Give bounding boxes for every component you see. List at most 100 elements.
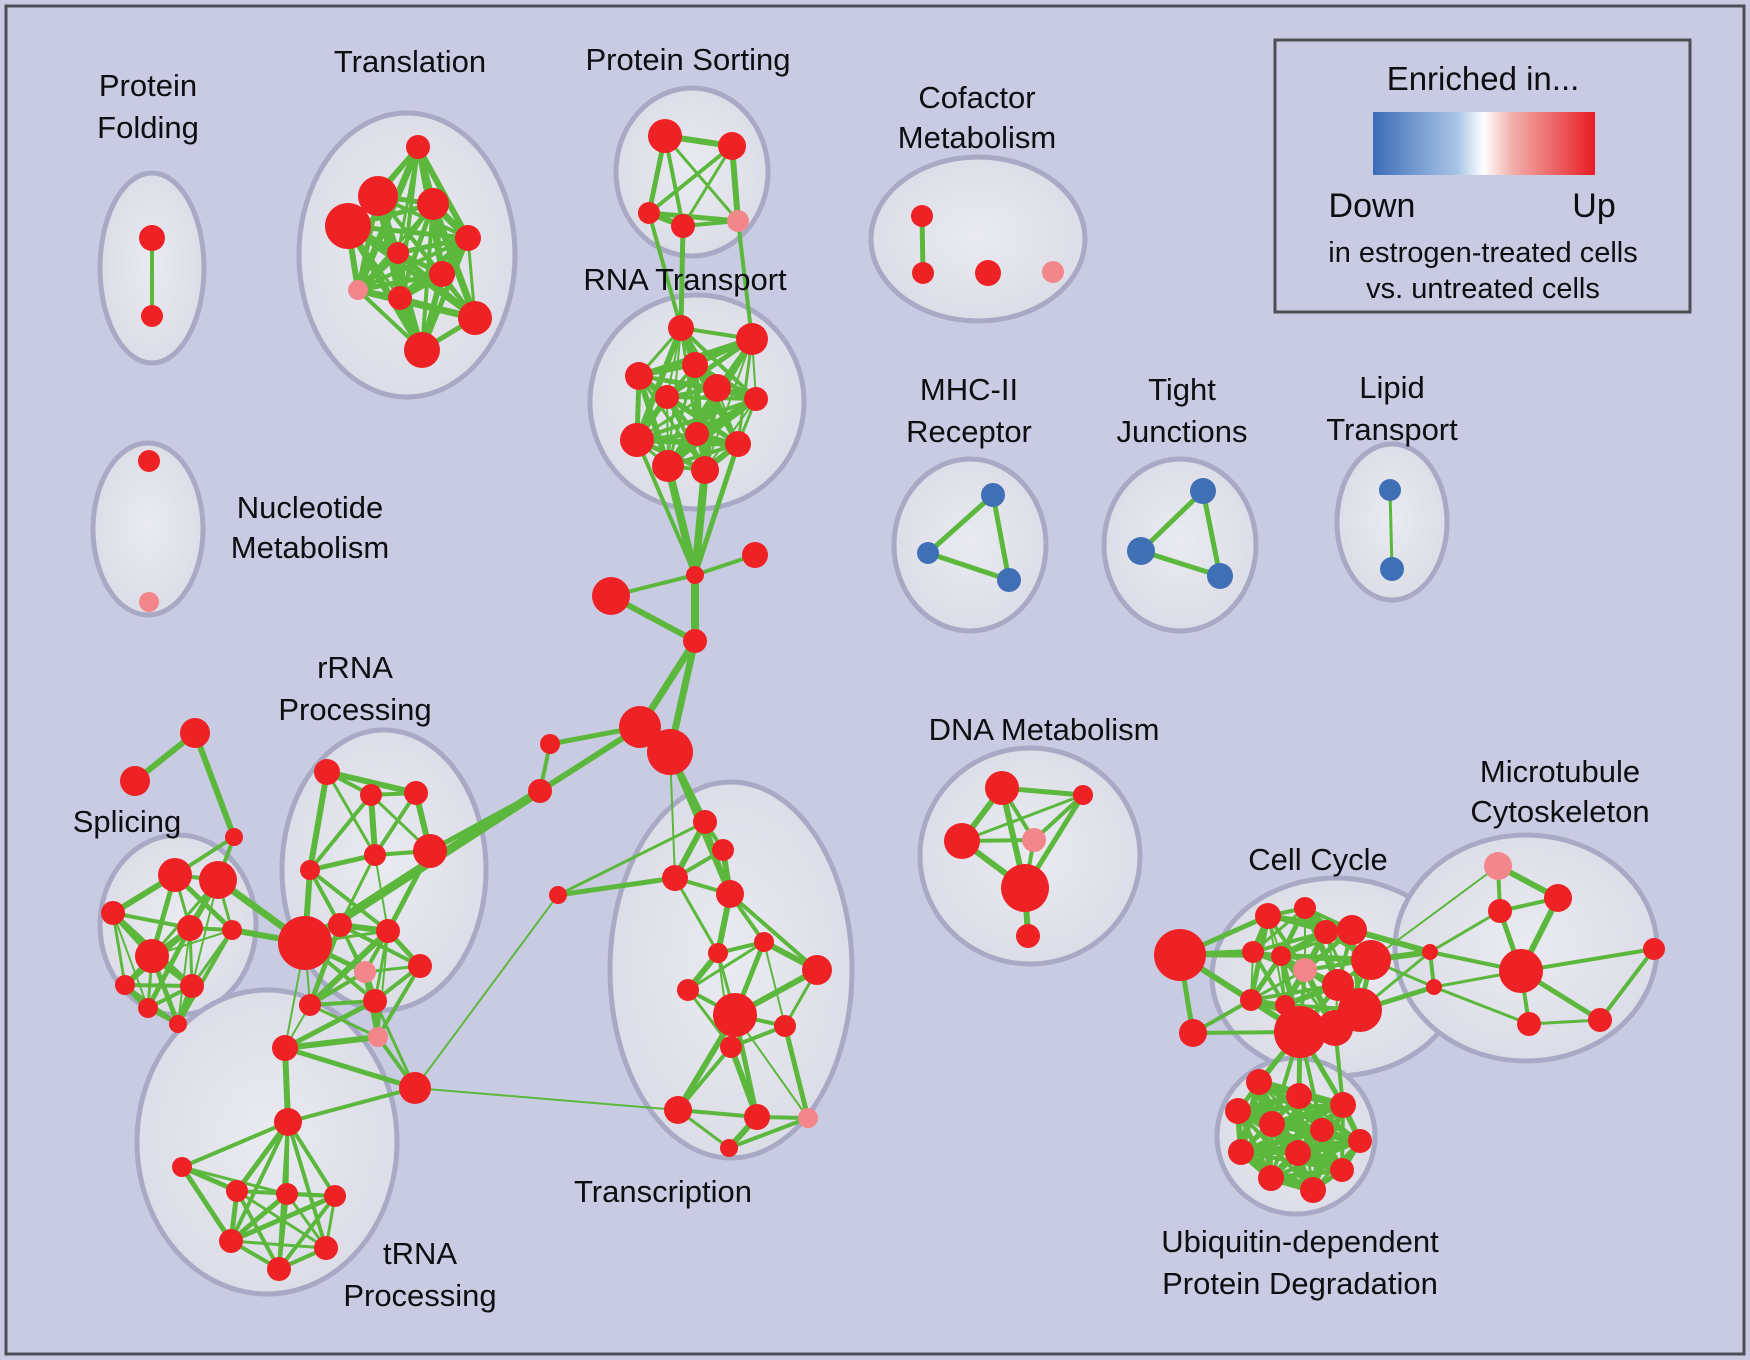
microtubule-node-5[interactable] bbox=[1588, 1008, 1612, 1032]
cell-cycle-node-3[interactable] bbox=[1314, 920, 1338, 944]
cell-cycle-node-6[interactable] bbox=[1293, 958, 1317, 982]
backbone-node-8[interactable] bbox=[549, 886, 567, 904]
ubiquitin-node-8[interactable] bbox=[1285, 1140, 1311, 1166]
transcription-node-12[interactable] bbox=[744, 1104, 770, 1130]
rna-transport-node-8[interactable] bbox=[685, 422, 709, 446]
translation-node-6[interactable] bbox=[429, 261, 455, 287]
rrna-processing-node-9[interactable] bbox=[354, 961, 376, 983]
translation-node-4[interactable] bbox=[455, 225, 481, 251]
ubiquitin-node-4[interactable] bbox=[1259, 1111, 1285, 1137]
translation-node-0[interactable] bbox=[406, 135, 430, 159]
rrna-processing-node-10[interactable] bbox=[299, 994, 321, 1016]
rrna-processing-node-11[interactable] bbox=[363, 989, 387, 1013]
ubiquitin-node-1[interactable] bbox=[1286, 1083, 1312, 1109]
rna-transport-node-0[interactable] bbox=[668, 315, 694, 341]
lipid-transport-node-0[interactable] bbox=[1379, 479, 1401, 501]
rrna-processing-node-14[interactable] bbox=[399, 1072, 431, 1104]
protein-folding-node-1[interactable] bbox=[141, 305, 163, 327]
trna-processing-node-5[interactable] bbox=[219, 1229, 243, 1253]
rrna-processing-node-0[interactable] bbox=[314, 759, 340, 785]
tight-junctions-node-1[interactable] bbox=[1127, 537, 1155, 565]
ubiquitin-node-2[interactable] bbox=[1330, 1092, 1356, 1118]
dna-metabolism-node-2[interactable] bbox=[944, 823, 980, 859]
cell-cycle-node-13[interactable] bbox=[1317, 1010, 1353, 1046]
rna-transport-node-9[interactable] bbox=[725, 431, 751, 457]
microtubule-node-3[interactable] bbox=[1499, 949, 1543, 993]
ubiquitin-node-3[interactable] bbox=[1225, 1098, 1251, 1124]
transcription-node-1[interactable] bbox=[712, 839, 734, 861]
backbone-node-6[interactable] bbox=[540, 734, 560, 754]
rrna-processing-node-1[interactable] bbox=[360, 784, 382, 806]
nucleotide-metabolism-node-1[interactable] bbox=[139, 592, 159, 612]
protein-sorting-node-3[interactable] bbox=[671, 214, 695, 238]
ubiquitin-node-0[interactable] bbox=[1246, 1069, 1272, 1095]
translation-node-9[interactable] bbox=[458, 301, 492, 335]
translation-node-7[interactable] bbox=[348, 280, 368, 300]
protein-sorting-node-0[interactable] bbox=[648, 119, 682, 153]
trna-processing-node-4[interactable] bbox=[324, 1185, 346, 1207]
rrna-processing-node-6[interactable] bbox=[328, 913, 352, 937]
rna-transport-node-6[interactable] bbox=[744, 387, 768, 411]
cc-satellites-node-0[interactable] bbox=[1154, 929, 1206, 981]
mhc-receptor-node-1[interactable] bbox=[917, 542, 939, 564]
transcription-node-7[interactable] bbox=[677, 979, 699, 1001]
trna-processing-node-2[interactable] bbox=[226, 1180, 248, 1202]
mhc-receptor-node-0[interactable] bbox=[981, 483, 1005, 507]
rna-transport-node-3[interactable] bbox=[625, 362, 653, 390]
splicing-node-9[interactable] bbox=[222, 920, 242, 940]
rrna-processing-node-2[interactable] bbox=[404, 781, 428, 805]
cc-satellites-node-1[interactable] bbox=[1179, 1019, 1207, 1047]
splicing-node-6[interactable] bbox=[180, 974, 204, 998]
backbone-node-7[interactable] bbox=[528, 779, 552, 803]
trna-processing-node-7[interactable] bbox=[267, 1257, 291, 1281]
backbone-node-4[interactable] bbox=[619, 706, 661, 748]
transcription-node-8[interactable] bbox=[713, 993, 757, 1037]
cofactor-metabolism-node-2[interactable] bbox=[975, 260, 1001, 286]
transcription-node-5[interactable] bbox=[708, 943, 728, 963]
rrna-processing-node-8[interactable] bbox=[376, 919, 400, 943]
lipid-transport-node-1[interactable] bbox=[1380, 557, 1404, 581]
rrna-processing-node-5[interactable] bbox=[278, 916, 332, 970]
cofactor-metabolism-node-1[interactable] bbox=[912, 262, 934, 284]
translation-node-2[interactable] bbox=[417, 188, 449, 220]
transcription-node-11[interactable] bbox=[664, 1096, 692, 1124]
cell-cycle-node-9[interactable] bbox=[1240, 989, 1262, 1011]
cell-cycle-node-15[interactable] bbox=[1426, 979, 1442, 995]
microtubule-node-4[interactable] bbox=[1643, 938, 1665, 960]
splicing-satellites-node-2[interactable] bbox=[225, 828, 243, 846]
rna-transport-node-11[interactable] bbox=[691, 456, 719, 484]
transcription-node-4[interactable] bbox=[754, 932, 774, 952]
rrna-processing-node-12[interactable] bbox=[408, 954, 432, 978]
rna-transport-node-5[interactable] bbox=[655, 385, 679, 409]
transcription-node-13[interactable] bbox=[798, 1108, 818, 1128]
trna-processing-node-0[interactable] bbox=[274, 1108, 302, 1136]
transcription-node-10[interactable] bbox=[720, 1036, 742, 1058]
microtubule-node-6[interactable] bbox=[1517, 1012, 1541, 1036]
ubiquitin-node-9[interactable] bbox=[1258, 1165, 1284, 1191]
cell-cycle-node-12[interactable] bbox=[1274, 1006, 1326, 1058]
cell-cycle-node-14[interactable] bbox=[1422, 944, 1438, 960]
rrna-processing-node-3[interactable] bbox=[364, 844, 386, 866]
rrna-processing-node-4[interactable] bbox=[413, 834, 447, 868]
dna-metabolism-node-5[interactable] bbox=[1016, 924, 1040, 948]
transcription-node-14[interactable] bbox=[720, 1139, 738, 1157]
nucleotide-metabolism-node-0[interactable] bbox=[138, 450, 160, 472]
cell-cycle-node-8[interactable] bbox=[1322, 969, 1354, 1001]
trna-processing-node-3[interactable] bbox=[276, 1183, 298, 1205]
backbone-node-5[interactable] bbox=[647, 729, 693, 775]
microtubule-node-1[interactable] bbox=[1544, 884, 1572, 912]
transcription-node-6[interactable] bbox=[802, 955, 832, 985]
protein-sorting-node-2[interactable] bbox=[638, 202, 660, 224]
splicing-node-3[interactable] bbox=[177, 915, 203, 941]
cell-cycle-node-1[interactable] bbox=[1294, 897, 1316, 919]
cell-cycle-node-4[interactable] bbox=[1242, 941, 1264, 963]
backbone-node-0[interactable] bbox=[686, 566, 704, 584]
splicing-node-2[interactable] bbox=[101, 901, 125, 925]
rrna-processing-node-15[interactable] bbox=[272, 1035, 298, 1061]
rna-transport-node-4[interactable] bbox=[703, 374, 731, 402]
tight-junctions-node-0[interactable] bbox=[1190, 478, 1216, 504]
splicing-satellites-node-0[interactable] bbox=[180, 718, 210, 748]
rna-transport-node-1[interactable] bbox=[736, 323, 768, 355]
splicing-node-7[interactable] bbox=[138, 998, 158, 1018]
cell-cycle-node-0[interactable] bbox=[1255, 903, 1281, 929]
